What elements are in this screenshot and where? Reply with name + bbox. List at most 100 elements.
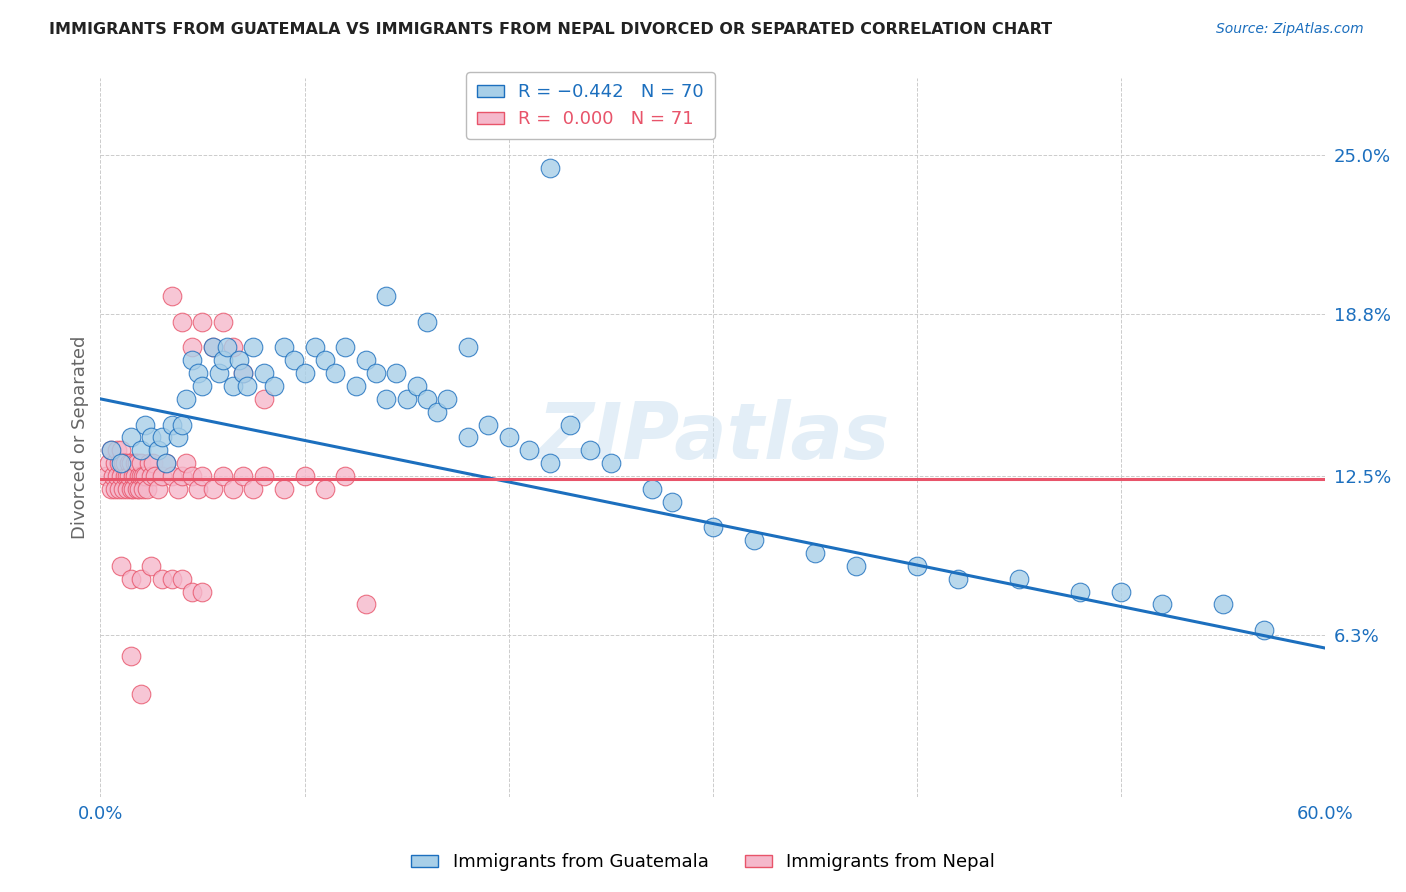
Point [354,353,377,368]
Point [174,456,197,470]
Point [104,482,127,496]
Point [101,469,124,483]
Point [222,379,245,393]
Point [191,379,214,393]
Point [127,456,149,470]
Point [314,482,336,496]
Point [142,456,165,470]
Point [1008,572,1031,586]
Point [167,482,190,496]
Point [124,469,146,483]
Point [477,417,499,432]
Point [174,392,197,406]
Point [181,353,204,368]
Point [538,456,561,470]
Point [579,443,602,458]
Point [187,482,209,496]
Point [304,341,326,355]
Point [141,430,163,444]
Point [170,417,193,432]
Point [222,341,245,355]
Point [105,469,128,483]
Point [181,341,204,355]
Point [702,520,724,534]
Point [498,430,520,444]
Point [253,366,276,380]
Text: Source: ZipAtlas.com: Source: ZipAtlas.com [1216,22,1364,37]
Point [201,482,224,496]
Point [120,430,142,444]
Point [335,341,357,355]
Point [170,315,193,329]
Point [129,687,152,701]
Point [129,443,152,458]
Point [457,341,479,355]
Point [1253,623,1275,637]
Point [405,379,427,393]
Point [114,456,136,470]
Point [283,353,305,368]
Point [107,482,129,496]
Point [170,572,193,586]
Point [457,430,479,444]
Point [538,161,561,175]
Point [212,315,235,329]
Point [105,443,128,458]
Point [115,469,138,483]
Point [232,366,254,380]
Point [120,572,142,586]
Point [110,558,132,573]
Point [96,469,118,483]
Point [129,572,152,586]
Point [97,456,120,470]
Text: ZIPatlas: ZIPatlas [537,400,889,475]
Point [215,341,238,355]
Point [273,341,295,355]
Point [263,379,285,393]
Point [201,341,224,355]
Y-axis label: Divorced or Separated: Divorced or Separated [72,335,89,539]
Point [236,379,259,393]
Point [120,648,142,663]
Point [127,482,149,496]
Point [294,366,316,380]
Point [107,456,129,470]
Point [132,482,155,496]
Point [191,315,214,329]
Legend: Immigrants from Guatemala, Immigrants from Nepal: Immigrants from Guatemala, Immigrants fr… [404,847,1002,879]
Point [100,443,122,458]
Point [100,443,122,458]
Point [1152,598,1174,612]
Point [145,469,167,483]
Point [181,584,204,599]
Point [804,546,827,560]
Point [364,366,387,380]
Point [416,392,439,406]
Point [416,315,439,329]
Point [118,456,141,470]
Point [160,289,183,303]
Point [375,392,398,406]
Point [385,366,408,380]
Point [426,405,449,419]
Point [242,482,264,496]
Point [232,469,254,483]
Point [111,456,134,470]
Point [253,392,276,406]
Point [155,456,177,470]
Point [132,469,155,483]
Point [1069,584,1091,599]
Point [742,533,765,548]
Point [208,366,231,380]
Point [212,469,235,483]
Point [141,558,163,573]
Point [1109,584,1132,599]
Point [273,482,295,496]
Point [146,482,169,496]
Point [314,353,336,368]
Point [146,443,169,458]
Point [354,598,377,612]
Point [335,469,357,483]
Point [110,456,132,470]
Point [294,469,316,483]
